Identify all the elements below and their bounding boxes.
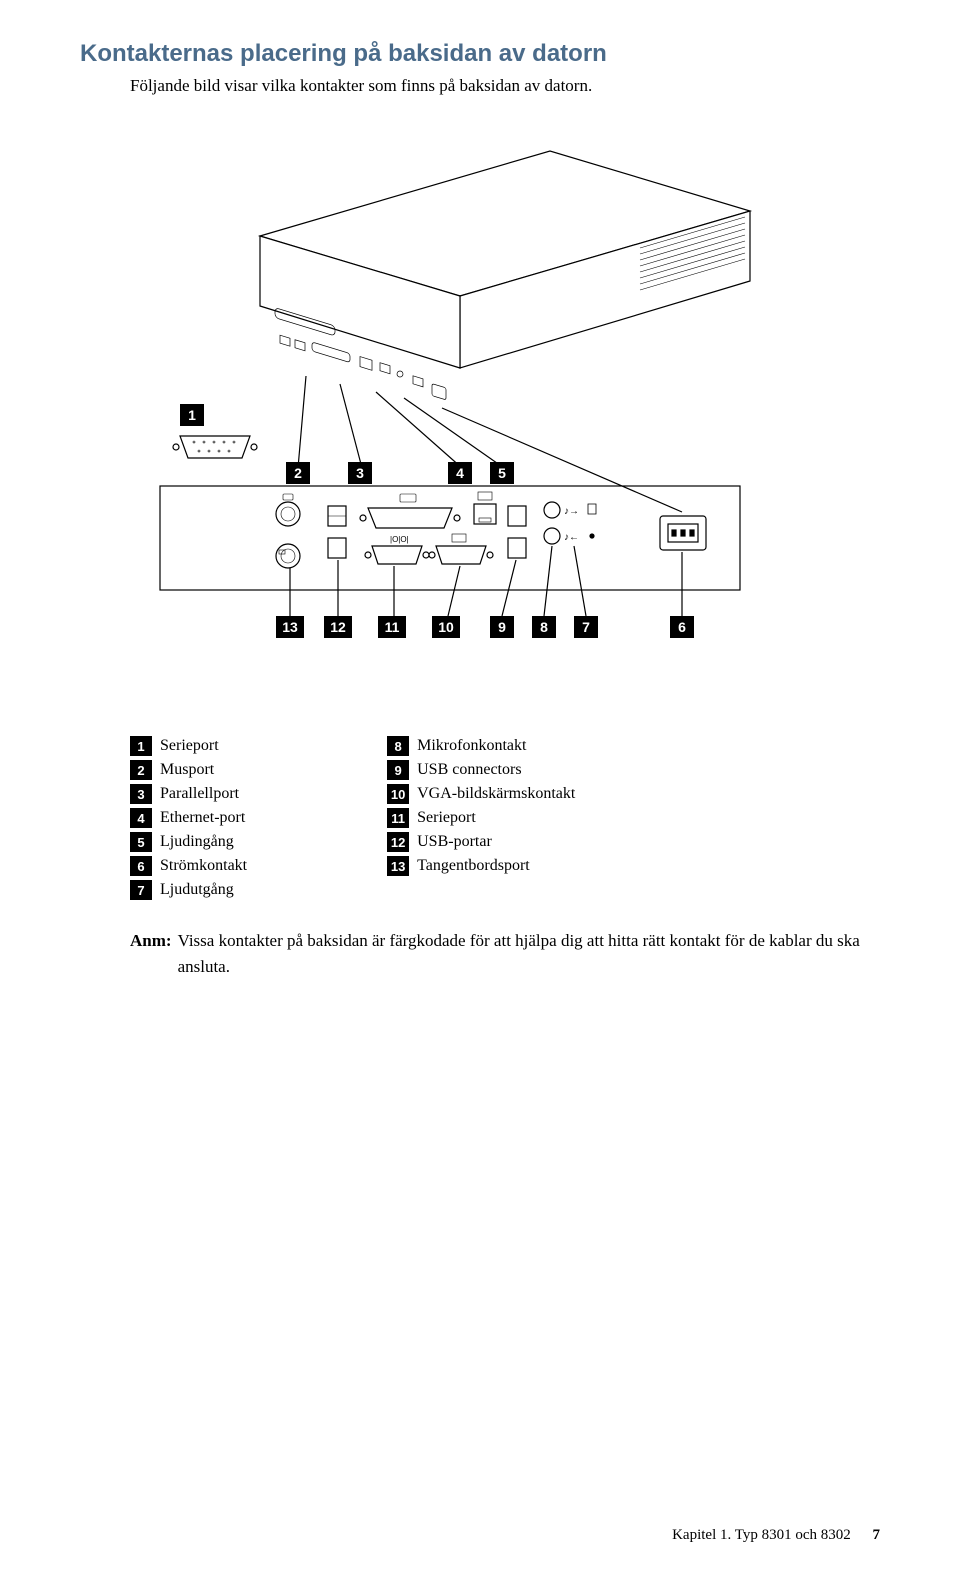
svg-text:2: 2 xyxy=(294,465,302,481)
footer-chapter: Kapitel 1. Typ 8301 och 8302 xyxy=(672,1527,851,1543)
footer-page: 7 xyxy=(873,1527,881,1543)
svg-text:6: 6 xyxy=(678,619,686,635)
badge-icon: 5 xyxy=(130,832,152,852)
legend-item: 1 Serieport xyxy=(130,736,247,756)
svg-text:9: 9 xyxy=(498,619,506,635)
legend-right: 8 Mikrofonkontakt 9 USB connectors 10 VGA-b… xyxy=(387,736,575,900)
badge-icon: 10 xyxy=(387,784,409,804)
svg-text:3: 3 xyxy=(356,465,364,481)
badge-icon: 3 xyxy=(130,784,152,804)
badge-icon: 4 xyxy=(130,808,152,828)
legend-label: VGA-bildskärmskontakt xyxy=(417,785,575,803)
svg-text:8: 8 xyxy=(540,619,548,635)
legend-item: 12 USB-portar xyxy=(387,832,575,852)
legend-label: Ethernet-port xyxy=(160,809,245,827)
badge-icon: 6 xyxy=(130,856,152,876)
badge-icon: 9 xyxy=(387,760,409,780)
badge-icon: 7 xyxy=(130,880,152,900)
svg-text:|O|O|: |O|O| xyxy=(390,535,409,544)
svg-text:♪←: ♪← xyxy=(564,532,579,543)
legend: 1 Serieport 2 Musport 3 Parallellport 4 Ethe… xyxy=(130,736,880,900)
legend-label: USB-portar xyxy=(417,833,492,851)
diagram-svg: |O|O| ♪→ ♪← xyxy=(80,116,800,676)
legend-label: Serieport xyxy=(417,809,476,827)
legend-item: 4 Ethernet-port xyxy=(130,808,247,828)
legend-label: Ljudutgång xyxy=(160,881,234,899)
legend-item: 6 Strömkontakt xyxy=(130,856,247,876)
footer: Kapitel 1. Typ 8301 och 8302 7 xyxy=(672,1527,880,1544)
badge-icon: 2 xyxy=(130,760,152,780)
svg-text:11: 11 xyxy=(385,619,400,635)
legend-label: Mikrofonkontakt xyxy=(417,737,526,755)
legend-item: 2 Musport xyxy=(130,760,247,780)
intro-text: Följande bild visar vilka kontakter som … xyxy=(130,76,880,96)
badge-icon: 8 xyxy=(387,736,409,756)
port-serial-1 xyxy=(173,436,257,458)
legend-item: 5 Ljudingång xyxy=(130,832,247,852)
svg-text:4: 4 xyxy=(456,465,464,481)
svg-text:1: 1 xyxy=(188,407,196,423)
svg-text:5: 5 xyxy=(498,465,506,481)
badge-icon: 11 xyxy=(387,808,409,828)
legend-item: 7 Ljudutgång xyxy=(130,880,247,900)
svg-text:12: 12 xyxy=(330,619,346,635)
legend-label: Musport xyxy=(160,761,214,779)
page-heading: Kontakternas placering på baksidan av da… xyxy=(80,40,880,68)
legend-item: 9 USB connectors xyxy=(387,760,575,780)
computer-box-iso xyxy=(260,151,750,400)
connector-diagram: |O|O| ♪→ ♪← xyxy=(80,116,880,716)
legend-left: 1 Serieport 2 Musport 3 Parallellport 4 Ethe… xyxy=(130,736,247,900)
legend-label: Parallellport xyxy=(160,785,239,803)
svg-text:♪→: ♪→ xyxy=(564,506,579,517)
legend-label: Strömkontakt xyxy=(160,857,247,875)
badge-icon: 1 xyxy=(130,736,152,756)
legend-item: 3 Parallellport xyxy=(130,784,247,804)
legend-label: Serieport xyxy=(160,737,219,755)
note-label: Anm: xyxy=(130,928,172,979)
legend-label: Ljudingång xyxy=(160,833,234,851)
badge-icon: 13 xyxy=(387,856,409,876)
badge-icon: 12 xyxy=(387,832,409,852)
flat-panel: |O|O| ♪→ ♪← xyxy=(160,376,740,616)
note-text: Vissa kontakter på baksidan är färgkodad… xyxy=(178,928,880,979)
legend-label: Tangentbordsport xyxy=(417,857,530,875)
legend-item: 8 Mikrofonkontakt xyxy=(387,736,575,756)
svg-text:10: 10 xyxy=(438,619,454,635)
legend-label: USB connectors xyxy=(417,761,521,779)
note: Anm: Vissa kontakter på baksidan är färg… xyxy=(130,928,880,979)
legend-item: 13 Tangentbordsport xyxy=(387,856,575,876)
legend-item: 11 Serieport xyxy=(387,808,575,828)
legend-item: 10 VGA-bildskärmskontakt xyxy=(387,784,575,804)
svg-text:7: 7 xyxy=(582,619,590,635)
svg-text:13: 13 xyxy=(282,619,298,635)
